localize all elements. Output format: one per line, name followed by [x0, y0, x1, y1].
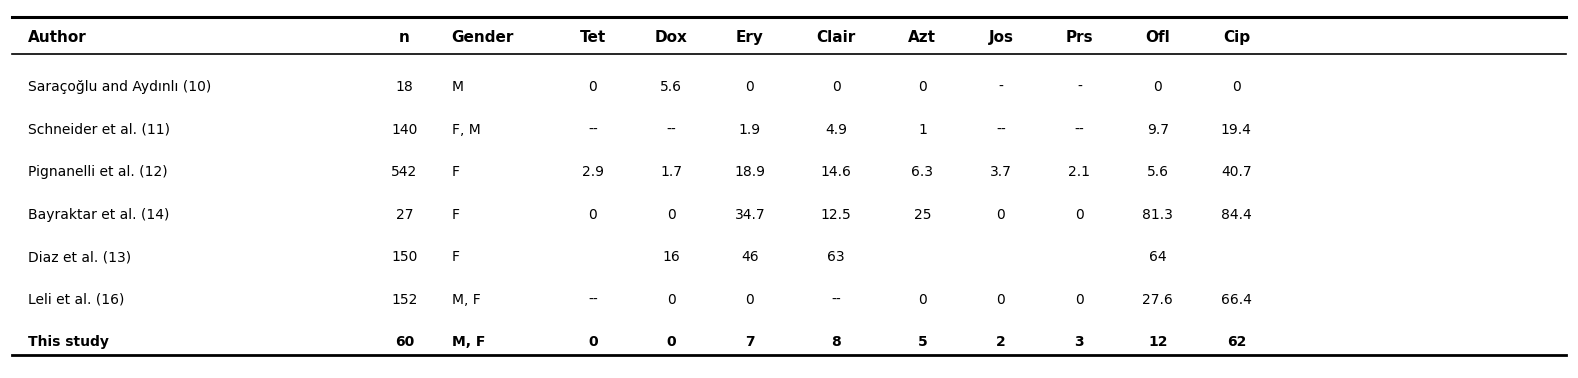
Text: 2: 2	[996, 335, 1005, 349]
Text: --: --	[996, 123, 1005, 137]
Text: 0: 0	[832, 81, 841, 94]
Text: 18.9: 18.9	[734, 165, 765, 180]
Text: 12: 12	[1149, 335, 1168, 349]
Text: 62: 62	[1226, 335, 1247, 349]
Text: M: M	[451, 81, 464, 94]
Text: 0: 0	[589, 81, 596, 94]
Text: -: -	[1076, 81, 1083, 94]
Text: 9.7: 9.7	[1147, 123, 1169, 137]
Text: 0: 0	[1075, 208, 1084, 222]
Text: 3: 3	[1075, 335, 1084, 349]
Text: n: n	[399, 30, 410, 45]
Text: 0: 0	[589, 335, 598, 349]
Text: 63: 63	[827, 250, 844, 264]
Text: 6.3: 6.3	[912, 165, 934, 180]
Text: 66.4: 66.4	[1221, 293, 1251, 307]
Text: 1: 1	[918, 123, 926, 137]
Text: --: --	[832, 293, 841, 307]
Text: 0: 0	[667, 208, 675, 222]
Text: 7: 7	[745, 335, 754, 349]
Text: 19.4: 19.4	[1221, 123, 1251, 137]
Text: 5.6: 5.6	[660, 81, 682, 94]
Text: 25: 25	[914, 208, 931, 222]
Text: 0: 0	[666, 335, 675, 349]
Text: 1.9: 1.9	[739, 123, 761, 137]
Text: 3.7: 3.7	[989, 165, 1011, 180]
Text: 5: 5	[917, 335, 928, 349]
Text: Gender: Gender	[451, 30, 514, 45]
Text: 0: 0	[745, 81, 754, 94]
Text: 84.4: 84.4	[1221, 208, 1251, 222]
Text: Clair: Clair	[816, 30, 855, 45]
Text: 2.1: 2.1	[1068, 165, 1090, 180]
Text: 4.9: 4.9	[825, 123, 847, 137]
Text: F: F	[451, 165, 459, 180]
Text: Saraçoğlu and Aydınlı (10): Saraçoğlu and Aydınlı (10)	[28, 81, 211, 94]
Text: 34.7: 34.7	[734, 208, 765, 222]
Text: Jos: Jos	[988, 30, 1013, 45]
Text: Diaz et al. (13): Diaz et al. (13)	[28, 250, 131, 264]
Text: 0: 0	[918, 293, 926, 307]
Text: 14.6: 14.6	[821, 165, 852, 180]
Text: --: --	[589, 123, 598, 137]
Text: 27.6: 27.6	[1142, 293, 1174, 307]
Text: 2.9: 2.9	[582, 165, 604, 180]
Text: 542: 542	[391, 165, 418, 180]
Text: --: --	[1075, 123, 1084, 137]
Text: 46: 46	[742, 250, 759, 264]
Text: 8: 8	[832, 335, 841, 349]
Text: --: --	[589, 293, 598, 307]
Text: M, F: M, F	[451, 335, 484, 349]
Text: 0: 0	[1232, 81, 1240, 94]
Text: 0: 0	[1154, 81, 1163, 94]
Text: 140: 140	[391, 123, 418, 137]
Text: F, M: F, M	[451, 123, 480, 137]
Text: Pignanelli et al. (12): Pignanelli et al. (12)	[28, 165, 167, 180]
Text: 18: 18	[396, 81, 413, 94]
Text: 0: 0	[589, 208, 596, 222]
Text: 1.7: 1.7	[660, 165, 682, 180]
Text: Cip: Cip	[1223, 30, 1250, 45]
Text: Dox: Dox	[655, 30, 688, 45]
Text: 0: 0	[997, 208, 1005, 222]
Text: 5.6: 5.6	[1147, 165, 1169, 180]
Text: 16: 16	[663, 250, 680, 264]
Text: 40.7: 40.7	[1221, 165, 1251, 180]
Text: -: -	[999, 81, 1004, 94]
Text: 150: 150	[391, 250, 418, 264]
Text: 12.5: 12.5	[821, 208, 852, 222]
Text: Prs: Prs	[1065, 30, 1094, 45]
Text: 152: 152	[391, 293, 418, 307]
Text: 0: 0	[1075, 293, 1084, 307]
Text: 0: 0	[667, 293, 675, 307]
Text: F: F	[451, 250, 459, 264]
Text: Tet: Tet	[579, 30, 606, 45]
Text: F: F	[451, 208, 459, 222]
Text: 60: 60	[394, 335, 413, 349]
Text: Ofl: Ofl	[1146, 30, 1171, 45]
Text: This study: This study	[28, 335, 109, 349]
Text: 0: 0	[918, 81, 926, 94]
Text: 0: 0	[745, 293, 754, 307]
Text: Ery: Ery	[735, 30, 764, 45]
Text: --: --	[666, 123, 675, 137]
Text: Schneider et al. (11): Schneider et al. (11)	[28, 123, 170, 137]
Text: 81.3: 81.3	[1142, 208, 1174, 222]
Text: 0: 0	[997, 293, 1005, 307]
Text: Bayraktar et al. (14): Bayraktar et al. (14)	[28, 208, 169, 222]
Text: 64: 64	[1149, 250, 1166, 264]
Text: Leli et al. (16): Leli et al. (16)	[28, 293, 125, 307]
Text: M, F: M, F	[451, 293, 480, 307]
Text: 27: 27	[396, 208, 413, 222]
Text: Azt: Azt	[909, 30, 936, 45]
Text: Author: Author	[28, 30, 87, 45]
